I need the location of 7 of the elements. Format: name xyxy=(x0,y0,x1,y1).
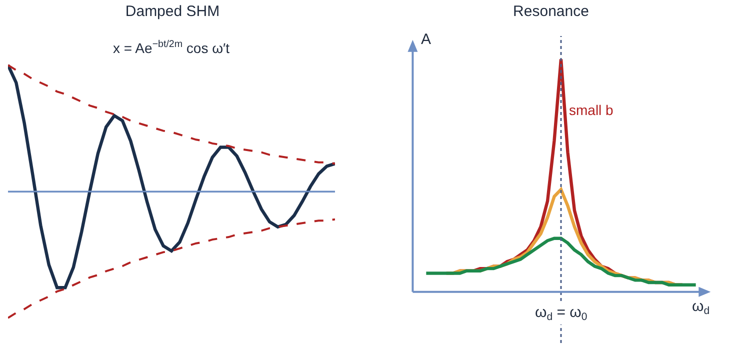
x-axis-title: ω$_{d}$ xyxy=(692,298,710,318)
annotation: small b xyxy=(569,102,614,118)
y-axis-title: A xyxy=(421,31,432,48)
text: ω$_{d}$ = ω$_{0}$ xyxy=(535,304,588,324)
chart-subtitle: x = Ae$^{−bt/2m}$ cos ω′t xyxy=(113,39,230,56)
chart-title: Resonance xyxy=(513,2,589,20)
chart-title: Damped SHM xyxy=(125,2,220,20)
